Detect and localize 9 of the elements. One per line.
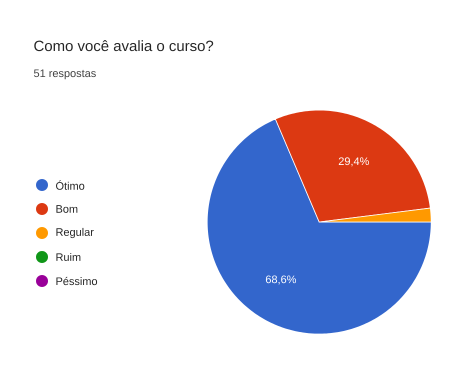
chart-subtitle: 51 respostas [34,69,96,80]
chart-title: Como você avalia o curso? [34,40,214,52]
data-label: 68,6% [266,275,296,285]
legend-label: Péssimo [56,276,98,286]
legend-label: Regular [56,228,94,238]
legend-label: Ruim [56,252,80,262]
legend-label: Ótimo [56,180,84,190]
data-label: 29,4% [338,157,369,166]
legend-label: Bom [56,205,78,213]
